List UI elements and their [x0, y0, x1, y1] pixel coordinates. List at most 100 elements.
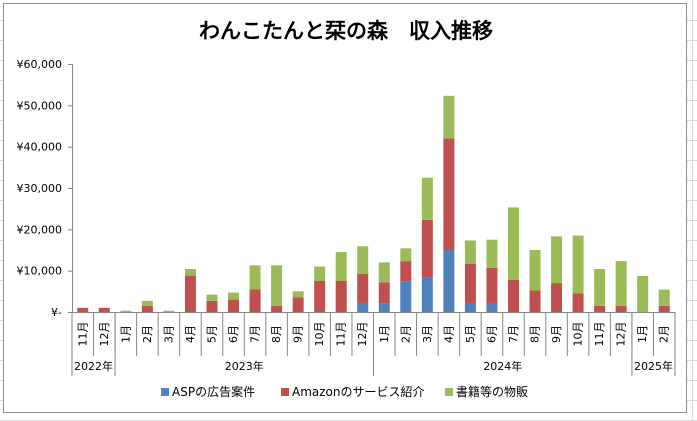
- bar-segment: [357, 246, 369, 274]
- x-tick-label: 9月: [550, 325, 563, 343]
- bar-segment: [228, 299, 240, 312]
- bar-segment: [443, 95, 455, 139]
- x-tick-label: 7月: [249, 325, 262, 343]
- year-label: 2023年: [225, 359, 264, 373]
- y-axis: ¥- ¥10,000 ¥20,000 ¥30,000 ¥40,000 ¥50,000 ¥60…: [17, 58, 73, 319]
- chart-area[interactable]: わんこたんと栞の森 収入推移 ¥- ¥10,000 ¥20,000 ¥30,000 ¥4…: [3, 3, 687, 413]
- bar-segment: [314, 281, 326, 312]
- bar-segment: [658, 289, 670, 306]
- bar-segment: [400, 248, 412, 262]
- x-tick-label: 8月: [270, 325, 283, 343]
- bar-segment: [529, 290, 541, 312]
- x-tick-label: 4月: [184, 325, 197, 343]
- bar-segment: [486, 267, 498, 303]
- x-tick-label: 1月: [636, 325, 649, 343]
- y-tick-label: ¥30,000: [17, 182, 63, 195]
- bar-segment: [594, 269, 606, 306]
- y-tick-label: ¥40,000: [17, 141, 63, 154]
- x-tick-label: 3月: [421, 325, 434, 343]
- bar-segment: [249, 289, 261, 312]
- bar-segment: [335, 252, 347, 281]
- bar-segment: [421, 219, 433, 278]
- bar-segment: [551, 236, 563, 284]
- y-tick-label: ¥20,000: [17, 223, 63, 236]
- x-tick-label: 11月: [593, 322, 606, 347]
- legend-swatch: [161, 388, 169, 396]
- bar-segment: [271, 305, 283, 312]
- y-tick-label: ¥-: [51, 306, 62, 319]
- legend-label: ASPの広告案件: [172, 384, 255, 399]
- bars: [77, 95, 670, 312]
- bar-segment: [421, 177, 433, 220]
- x-tick-label: 5月: [464, 325, 477, 343]
- bar-segment: [572, 293, 584, 312]
- x-axis: 11月 12月 1月 2月 3月 4月 5月 6月 7月 8月 9月 10月 11月 12月 1月 2月 3月 4…: [71, 312, 676, 376]
- bar-segment: [77, 307, 89, 312]
- bar-segment: [443, 250, 455, 312]
- bar-segment: [378, 303, 390, 312]
- bar-segment: [486, 302, 498, 312]
- legend-label: 書籍等の物販: [456, 384, 528, 399]
- x-tick-label: 1月: [119, 325, 132, 343]
- y-tick-label: ¥50,000: [17, 99, 63, 112]
- legend: ASPの広告案件 Amazonのサービス紹介 書籍等の物販: [161, 384, 528, 399]
- year-label: 2022年: [74, 359, 113, 373]
- x-tick-label: 2月: [399, 325, 412, 343]
- x-tick-label: 11月: [76, 322, 89, 347]
- legend-swatch: [445, 388, 453, 396]
- bar-segment: [292, 297, 304, 312]
- bar-segment: [529, 250, 541, 291]
- bar-segment: [594, 305, 606, 312]
- bar-segment: [314, 266, 326, 281]
- year-label: 2024年: [483, 359, 522, 373]
- x-tick-label: 2月: [658, 325, 671, 343]
- bar-segment: [271, 265, 283, 306]
- bar-segment: [378, 262, 390, 283]
- bar-segment: [464, 302, 476, 312]
- y-tick-label: ¥10,000: [17, 265, 63, 278]
- bar-segment: [228, 292, 240, 300]
- bar-segment: [421, 277, 433, 312]
- bar-segment: [184, 269, 196, 276]
- x-tick-label: 11月: [335, 322, 348, 347]
- bar-segment: [141, 305, 153, 312]
- x-tick-label: 6月: [485, 325, 498, 343]
- x-tick-label: 9月: [292, 325, 305, 343]
- bar-segment: [120, 310, 132, 312]
- x-tick-label: 1月: [378, 325, 391, 343]
- year-label: 2025年: [634, 359, 673, 373]
- bar-segment: [357, 273, 369, 303]
- bar-segment: [507, 279, 519, 312]
- y-tick-label: ¥60,000: [17, 58, 63, 71]
- x-tick-label: 8月: [529, 325, 542, 343]
- stacked-bar-chart: わんこたんと栞の森 収入推移 ¥- ¥10,000 ¥20,000 ¥30,000 ¥4…: [17, 19, 676, 399]
- x-tick-label: 10月: [572, 322, 585, 347]
- x-tick-label: 6月: [227, 325, 240, 343]
- legend-swatch: [281, 388, 289, 396]
- bar-segment: [507, 207, 519, 280]
- bar-segment: [249, 265, 261, 290]
- x-tick-label: 10月: [313, 322, 326, 347]
- bar-segment: [357, 302, 369, 312]
- x-tick-label: 7月: [507, 325, 520, 343]
- bar-segment: [486, 239, 498, 268]
- x-tick-label: 12月: [356, 322, 369, 347]
- bar-segment: [637, 276, 649, 312]
- bar-segment: [572, 235, 584, 294]
- bar-segment: [184, 275, 196, 312]
- bar-segment: [400, 281, 412, 312]
- bar-segment: [292, 291, 304, 298]
- bar-segment: [551, 283, 563, 312]
- x-tick-label: 12月: [615, 322, 628, 347]
- bar-segment: [141, 300, 153, 306]
- bar-segment: [98, 307, 110, 312]
- bar-segment: [464, 240, 476, 264]
- x-tick-label: 3月: [162, 325, 175, 343]
- x-tick-label: 4月: [442, 325, 455, 343]
- bar-segment: [443, 138, 455, 250]
- bar-segment: [615, 261, 627, 306]
- bar-segment: [335, 281, 347, 312]
- bar-segment: [464, 263, 476, 303]
- x-tick-label: 12月: [98, 322, 111, 347]
- x-tick-label: 2月: [141, 325, 154, 343]
